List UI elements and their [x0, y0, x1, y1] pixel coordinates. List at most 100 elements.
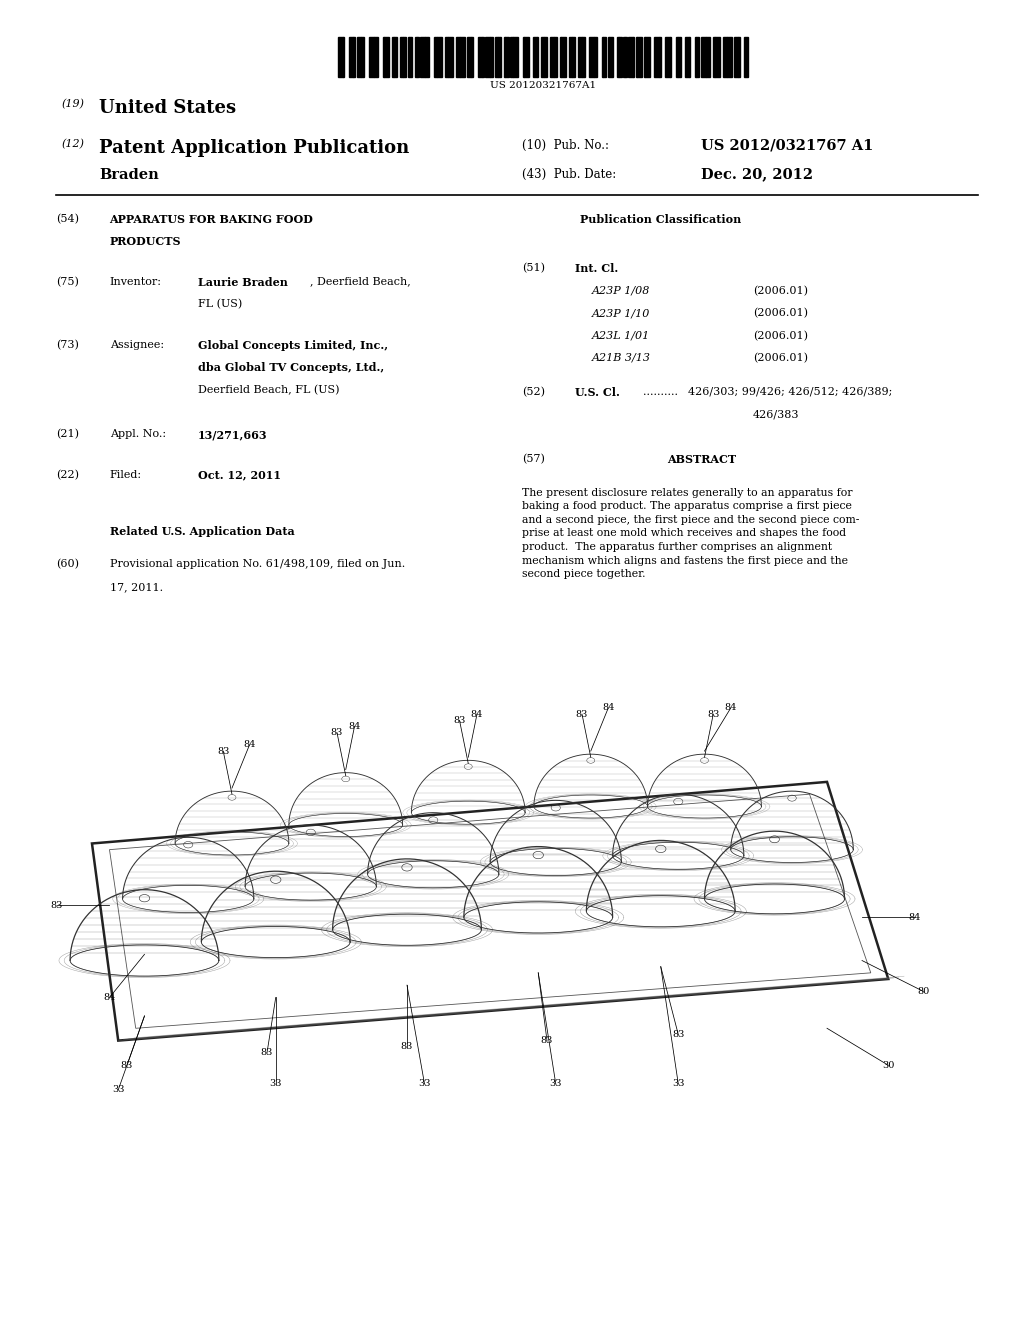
Text: United States: United States	[99, 99, 237, 117]
Bar	[727, 37, 732, 77]
Text: dba Global TV Concepts, Ltd.,: dba Global TV Concepts, Ltd.,	[198, 362, 384, 374]
Bar	[506, 37, 509, 77]
Text: (10)  Pub. No.:: (10) Pub. No.:	[522, 139, 609, 152]
Bar	[383, 37, 384, 77]
Bar	[534, 37, 537, 77]
Bar	[637, 37, 642, 77]
Bar	[356, 37, 361, 77]
Bar	[504, 37, 506, 77]
Bar	[551, 37, 554, 77]
Text: A21B 3/13: A21B 3/13	[592, 352, 651, 363]
Text: 83: 83	[708, 710, 720, 718]
Bar	[510, 37, 513, 77]
Bar	[636, 37, 637, 77]
Bar	[560, 37, 561, 77]
Bar	[541, 37, 545, 77]
Bar	[685, 37, 688, 77]
Text: Laurie Braden: Laurie Braden	[198, 277, 288, 288]
Bar	[701, 37, 706, 77]
Bar	[349, 37, 353, 77]
Text: 83: 83	[575, 710, 588, 718]
Bar	[617, 37, 618, 77]
Bar	[569, 37, 572, 77]
Text: , Deerfield Beach,: , Deerfield Beach,	[310, 277, 411, 286]
Text: (60): (60)	[56, 560, 79, 570]
Text: A23L 1/01: A23L 1/01	[592, 330, 650, 341]
Bar	[498, 37, 501, 77]
Bar	[485, 37, 489, 77]
Bar	[353, 37, 355, 77]
Bar	[589, 37, 594, 77]
Text: ABSTRACT: ABSTRACT	[667, 454, 736, 465]
Text: 83: 83	[121, 1061, 133, 1069]
Bar	[579, 37, 582, 77]
Text: (19): (19)	[61, 99, 84, 110]
Bar	[361, 37, 365, 77]
Text: A23P 1/10: A23P 1/10	[592, 308, 650, 318]
Bar	[694, 37, 696, 77]
Bar	[420, 37, 425, 77]
Text: (54): (54)	[56, 214, 79, 224]
Text: Int. Cl.: Int. Cl.	[575, 263, 618, 275]
Text: (43)  Pub. Date:: (43) Pub. Date:	[522, 168, 616, 181]
Bar	[618, 37, 622, 77]
Text: 83: 83	[217, 747, 229, 755]
Text: Braden: Braden	[99, 168, 159, 182]
Bar	[369, 37, 374, 77]
Text: 17, 2011.: 17, 2011.	[110, 582, 163, 591]
Bar	[602, 37, 603, 77]
Text: (51): (51)	[522, 263, 545, 273]
Text: 83: 83	[261, 1048, 273, 1057]
Text: Provisional application No. 61/498,109, filed on Jun.: Provisional application No. 61/498,109, …	[110, 560, 404, 569]
Text: Assignee:: Assignee:	[110, 339, 164, 350]
Bar	[696, 37, 699, 77]
Bar	[594, 37, 597, 77]
Text: 83: 83	[541, 1036, 553, 1045]
Text: (73): (73)	[56, 339, 79, 350]
Text: A23P 1/08: A23P 1/08	[592, 285, 650, 296]
Bar	[624, 37, 625, 77]
Bar	[723, 37, 727, 77]
Bar	[343, 37, 344, 77]
Text: 426/303; 99/426; 426/512; 426/389;: 426/303; 99/426; 426/512; 426/389;	[688, 387, 893, 396]
Bar	[392, 37, 394, 77]
Bar	[522, 37, 524, 77]
Bar	[572, 37, 575, 77]
Text: (2006.01): (2006.01)	[753, 352, 808, 363]
Bar	[678, 37, 681, 77]
Bar	[666, 37, 670, 77]
Text: 84: 84	[103, 993, 116, 1002]
Bar	[609, 37, 612, 77]
Bar	[425, 37, 429, 77]
Text: APPARATUS FOR BAKING FOOD: APPARATUS FOR BAKING FOOD	[110, 214, 313, 224]
Text: The present disclosure relates generally to an apparatus for
baking a food produ: The present disclosure relates generally…	[522, 487, 859, 579]
Bar	[403, 37, 407, 77]
Text: ..........: ..........	[643, 387, 678, 396]
Text: (21): (21)	[56, 429, 79, 440]
Text: 84: 84	[908, 913, 921, 921]
Bar	[676, 37, 678, 77]
Text: (75): (75)	[56, 277, 79, 286]
Text: (2006.01): (2006.01)	[753, 285, 808, 296]
Bar	[643, 37, 645, 77]
Bar	[400, 37, 403, 77]
Bar	[461, 37, 465, 77]
Bar	[714, 37, 715, 77]
Text: (2006.01): (2006.01)	[753, 308, 808, 318]
Text: Related U.S. Application Data: Related U.S. Application Data	[110, 525, 294, 537]
Bar	[338, 37, 343, 77]
Text: 33: 33	[112, 1085, 125, 1094]
Text: 80: 80	[918, 987, 930, 995]
Bar	[603, 37, 606, 77]
Bar	[561, 37, 566, 77]
Bar	[554, 37, 557, 77]
Text: Global Concepts Limited, Inc.,: Global Concepts Limited, Inc.,	[198, 339, 388, 351]
Bar	[477, 37, 482, 77]
Bar	[374, 37, 378, 77]
Text: Appl. No.:: Appl. No.:	[110, 429, 166, 440]
Text: (22): (22)	[56, 470, 79, 480]
Bar	[467, 37, 471, 77]
Bar	[582, 37, 585, 77]
Bar	[537, 37, 538, 77]
Bar	[733, 37, 738, 77]
